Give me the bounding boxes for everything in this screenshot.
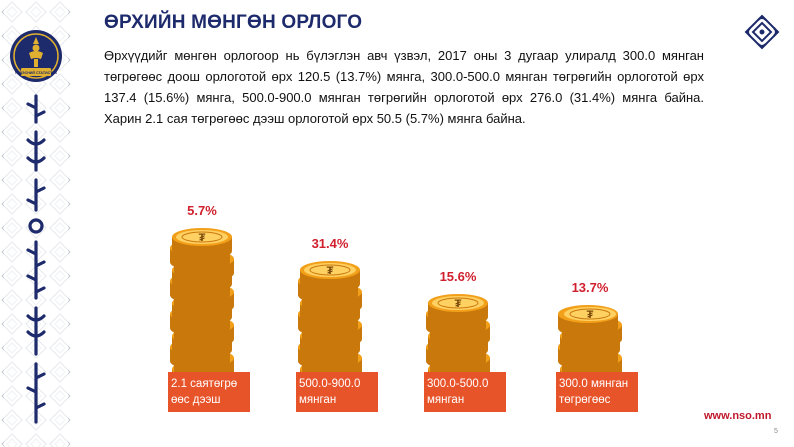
- category-label: өөс дээш: [171, 394, 221, 406]
- coin-stack-chart: ₮ 5.7% 2.1 саятөгрө өөс дээш ₮ 31.4% 500.0-900…: [168, 203, 638, 412]
- coin-bottom: [558, 319, 618, 337]
- coin-top-ring: [181, 231, 223, 243]
- category-label-box: [424, 372, 506, 412]
- tugrik-icon: ₮: [199, 232, 206, 244]
- summary-paragraph: Өрхүүдийг мөнгөн орлогоор нь бүлэглэн ав…: [104, 48, 704, 126]
- category-label: 500.0-900.0: [299, 378, 360, 390]
- category-label: төгрөгөөс: [559, 394, 611, 406]
- mongolian-script-motto: [26, 94, 46, 424]
- coin-top-ring: [437, 297, 479, 309]
- page-number: 5: [774, 428, 778, 435]
- endless-knot-icon: [744, 14, 780, 50]
- coin-top-ring: [309, 264, 351, 276]
- coin-bottom: [300, 275, 360, 293]
- data-label: 13.7%: [572, 280, 609, 295]
- category-label: 2.1 саятөгрө: [171, 378, 237, 390]
- category-label-box: [168, 372, 250, 412]
- sidebar: ҮНДЭСНИЙ СТАТИСТИК: [0, 0, 72, 447]
- coin-top-ring: [569, 308, 611, 320]
- data-label: 5.7%: [187, 203, 217, 218]
- category-label: 300.0 мянган: [559, 378, 628, 390]
- category-label-box: [296, 372, 378, 412]
- tugrik-icon: ₮: [587, 309, 594, 321]
- tugrik-icon: ₮: [455, 298, 462, 310]
- category-label-box: [556, 372, 638, 412]
- nso-logo: ҮНДЭСНИЙ СТАТИСТИК: [10, 30, 62, 82]
- category-label: 300.0-500.0: [427, 378, 488, 390]
- coin-bottom: [428, 308, 488, 326]
- category-label: мянган: [427, 394, 464, 406]
- footer-url[interactable]: www.nso.mn: [704, 410, 772, 422]
- page-title: ӨРХИЙН МӨНГӨН ОРЛОГО: [104, 12, 363, 33]
- data-label: 31.4%: [312, 236, 349, 251]
- coin-stack: ₮: [170, 228, 234, 392]
- data-label: 15.6%: [440, 269, 477, 284]
- coin-bottom: [172, 242, 232, 260]
- logo-text: ҮНДЭСНИЙ СТАТИСТИК: [15, 71, 58, 75]
- category-label: мянган: [299, 394, 336, 406]
- tugrik-icon: ₮: [327, 265, 334, 277]
